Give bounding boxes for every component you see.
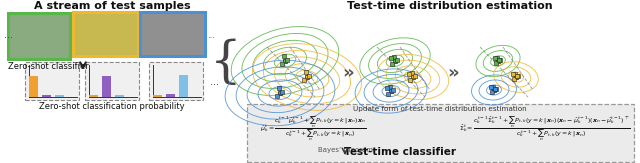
Bar (88, 95, 97, 97)
Bar (179, 75, 188, 97)
FancyBboxPatch shape (149, 62, 203, 100)
Text: {: { (210, 38, 242, 88)
Text: $\hat{\mu}_k^t = \dfrac{c_k^{t-1}\hat{\mu}_k^{t-1} + \sum_n P_{t,k}(y=k\,|\,\bol: $\hat{\mu}_k^t = \dfrac{c_k^{t-1}\hat{\m… (260, 115, 366, 143)
Bar (54, 95, 63, 97)
Text: ...: ... (207, 30, 215, 39)
Text: »: » (342, 64, 354, 82)
Bar (102, 76, 111, 97)
Text: A stream of test samples: A stream of test samples (34, 1, 190, 11)
Text: Bayes’ theorem: Bayes’ theorem (317, 147, 372, 153)
FancyBboxPatch shape (140, 12, 205, 56)
Bar (115, 95, 124, 97)
FancyBboxPatch shape (85, 62, 139, 100)
FancyBboxPatch shape (73, 12, 138, 56)
Text: »: » (447, 64, 459, 82)
FancyBboxPatch shape (25, 62, 79, 100)
Text: Update form of test-time distribution estimation: Update form of test-time distribution es… (353, 106, 527, 112)
Text: ...: ... (210, 77, 219, 87)
Text: Zero-shot classification probability: Zero-shot classification probability (39, 102, 185, 111)
Bar (29, 76, 38, 97)
Text: ...: ... (4, 30, 13, 40)
FancyBboxPatch shape (8, 13, 70, 59)
Text: Zero-shot classifier: Zero-shot classifier (8, 62, 89, 71)
Text: Test-time classifier: Test-time classifier (344, 147, 456, 157)
Text: $\hat{\Sigma}_k^t = \dfrac{c_k^{t-1}\hat{\Sigma}_k^{t-1} + \sum_n P_{t,k}(y=k\,|: $\hat{\Sigma}_k^t = \dfrac{c_k^{t-1}\hat… (459, 115, 631, 143)
Text: Test-time distribution estimation: Test-time distribution estimation (347, 1, 553, 11)
Bar (152, 95, 161, 97)
FancyBboxPatch shape (247, 104, 634, 162)
Bar (42, 95, 51, 97)
Bar (166, 94, 175, 97)
